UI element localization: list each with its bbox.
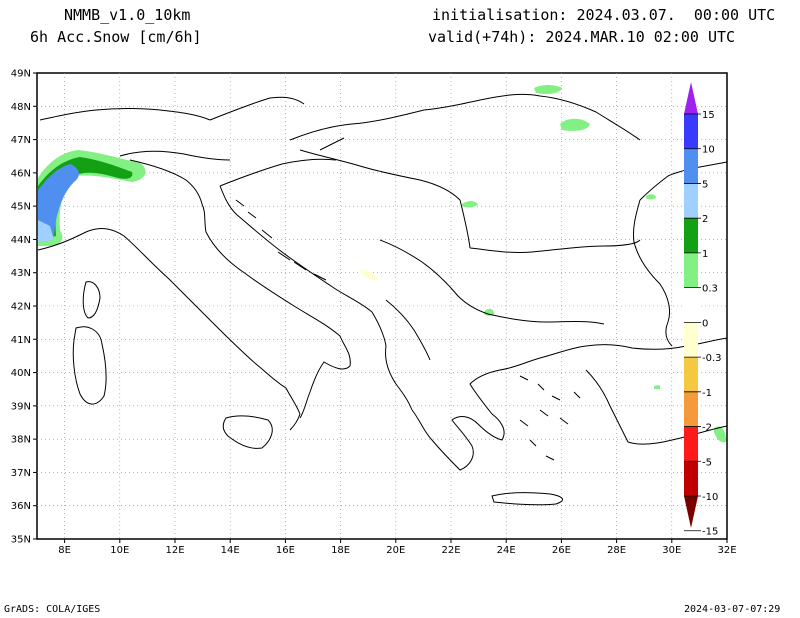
lon-label: 26E xyxy=(552,545,571,556)
latitude-labels: 49N 48N 47N 46N 45N 44N 43N 42N 41N 40N 39N 38N 37N 3… xyxy=(11,69,31,546)
legend-label: -1 xyxy=(702,388,712,399)
legend-cap-bottom xyxy=(684,496,698,528)
legend-swatch xyxy=(684,218,698,253)
lat-label: 47N xyxy=(11,135,31,146)
lat-label: 45N xyxy=(11,202,31,213)
legend-swatch xyxy=(684,391,698,427)
lon-label: 20E xyxy=(386,545,405,556)
legend-label: 15 xyxy=(702,110,715,121)
footer-timestamp: 2024-03-07-07:29 xyxy=(684,604,781,615)
legend-swatch xyxy=(684,426,698,462)
lon-label: 18E xyxy=(331,545,350,556)
lon-label: 22E xyxy=(441,545,460,556)
lat-label: 42N xyxy=(11,302,31,313)
lat-label: 37N xyxy=(11,468,31,479)
map-canvas: 49N 48N 47N 46N 45N 44N 43N 42N 41N 40N 39N 38N 37N 3… xyxy=(11,69,737,557)
legend-swatch xyxy=(684,148,698,184)
legend-label: 1 xyxy=(702,249,708,260)
lat-label: 40N xyxy=(11,368,31,379)
lon-label: 16E xyxy=(276,545,295,556)
lat-label: 41N xyxy=(11,335,31,346)
legend-label: -15 xyxy=(702,527,718,538)
legend-swatch xyxy=(683,287,699,323)
lon-label: 12E xyxy=(165,545,184,556)
lon-label: 30E xyxy=(662,545,681,556)
longitude-labels: 8E 10E 12E 14E 16E 18E 20E 22E 24E 26E 28E 30E 32E xyxy=(58,545,736,556)
model-title: NMMB_v1.0_10km xyxy=(64,6,191,24)
lat-label: 38N xyxy=(11,435,31,446)
legend-swatch xyxy=(684,357,698,392)
legend-label: 0.3 xyxy=(702,284,718,295)
init-time: initialisation: 2024.03.07. 00:00 UTC xyxy=(432,6,776,24)
legend-label: 2 xyxy=(702,214,708,225)
lat-label: 44N xyxy=(11,235,31,246)
legend-label: -2 xyxy=(702,423,712,434)
legend-swatch xyxy=(684,252,698,288)
valid-time: valid(+74h): 2024.MAR.10 02:00 UTC xyxy=(428,28,736,46)
lat-label: 46N xyxy=(11,168,31,179)
lat-label: 43N xyxy=(11,268,31,279)
lat-label: 35N xyxy=(11,535,31,546)
legend-swatch xyxy=(684,183,698,219)
lon-label: 32E xyxy=(717,545,736,556)
snow-spots-east xyxy=(360,85,726,443)
legend-swatch xyxy=(684,461,698,496)
lat-label: 36N xyxy=(11,501,31,512)
lon-label: 8E xyxy=(58,545,71,556)
legend-cap-top xyxy=(684,82,698,114)
lon-label: 10E xyxy=(110,545,129,556)
footer-credit: GrADS: COLA/IGES xyxy=(4,604,101,615)
field-title: 6h Acc.Snow [cm/6h] xyxy=(30,28,202,46)
color-legend: 15 10 5 2 1 0.3 0 -0.3 -1 -2 -5 -10 -15 xyxy=(683,82,722,538)
lat-label: 48N xyxy=(11,102,31,113)
lat-label: 39N xyxy=(11,401,31,412)
graticule xyxy=(33,72,728,543)
legend-label: 0 xyxy=(702,318,708,329)
lon-label: 14E xyxy=(221,545,240,556)
legend-swatch xyxy=(684,322,698,358)
lon-label: 24E xyxy=(497,545,516,556)
legend-label: -0.3 xyxy=(702,353,722,364)
lat-label: 49N xyxy=(11,69,31,80)
legend-swatch xyxy=(684,114,698,149)
legend-label: -10 xyxy=(702,492,718,503)
legend-label: 5 xyxy=(702,179,708,190)
legend-label: -5 xyxy=(702,457,712,468)
legend-label: 10 xyxy=(702,145,715,156)
snow-alps-west xyxy=(38,150,146,246)
lon-label: 28E xyxy=(607,545,626,556)
coastlines-borders xyxy=(37,93,728,506)
